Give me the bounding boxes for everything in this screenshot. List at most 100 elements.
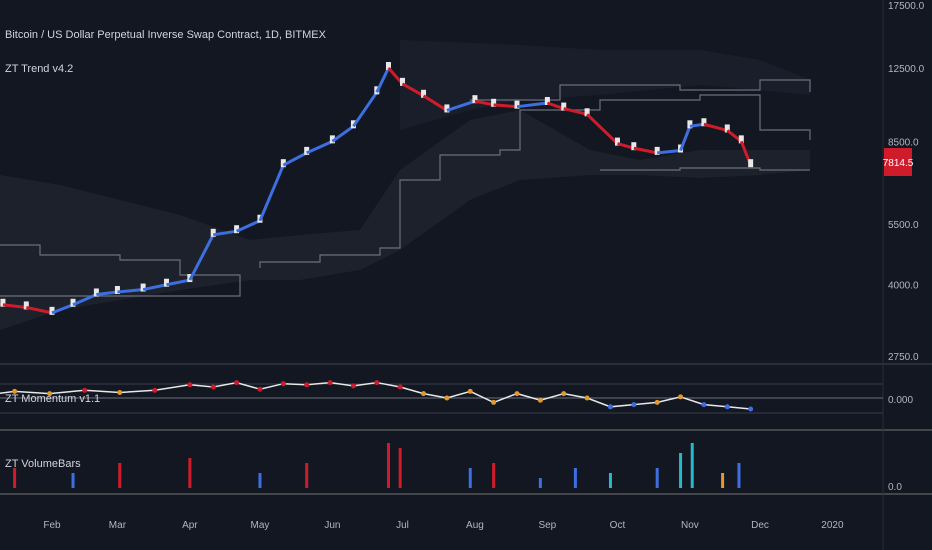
price-segment [474, 99, 494, 107]
volume-bar [188, 458, 192, 488]
price-point [514, 100, 520, 109]
volume-axis-tick: 0.0 [888, 482, 902, 493]
price-segment [657, 149, 681, 155]
price-axis-tick: 17500.0 [888, 1, 925, 12]
momentum-point [117, 390, 123, 395]
price-point [687, 120, 693, 129]
price-segment [142, 283, 167, 292]
price-segment [446, 99, 476, 112]
trend-indicator-label[interactable]: ZT Trend v4.2 [5, 63, 73, 75]
time-axis-tick: May [251, 520, 270, 531]
volume-bars [13, 443, 741, 488]
price-segment [282, 151, 308, 167]
volume-bar [608, 473, 612, 488]
chart-title[interactable]: Bitcoin / US Dollar Perpetual Inverse Sw… [5, 29, 327, 41]
price-point [234, 225, 240, 234]
price-segment [563, 107, 588, 116]
volume-indicator-label[interactable]: ZT VolumeBars [5, 458, 81, 470]
price-segment [633, 146, 658, 155]
price-point [163, 278, 169, 287]
time-axis-tick: Mar [109, 520, 127, 531]
momentum-point [607, 404, 613, 410]
price-point [631, 142, 637, 151]
price-point [399, 77, 405, 86]
momentum-point [47, 391, 53, 397]
volume-bar [13, 468, 17, 488]
price-segment [546, 101, 565, 110]
volume-bar [492, 463, 496, 488]
volume-bar [538, 478, 542, 488]
time-axis-tick: Nov [681, 520, 699, 531]
momentum-point [678, 394, 684, 400]
price-point [329, 135, 335, 144]
price-segment [586, 113, 619, 145]
price-segment [72, 293, 98, 307]
price-axis-tick: 2750.0 [888, 352, 919, 363]
price-point [654, 146, 660, 155]
last-price-label: 7814.5 [883, 158, 914, 169]
price-segment [235, 219, 261, 233]
time-axis-tick: Apr [182, 520, 198, 531]
momentum-point [280, 381, 286, 387]
momentum-point [631, 402, 637, 408]
time-axis-tick: Aug [466, 520, 484, 531]
time-axis[interactable]: Feb Mar Apr May Jun Jul Aug Sep Oct Nov Dec 2020 [43, 520, 844, 531]
price-axis-tick: 12500.0 [888, 64, 925, 75]
momentum-point [304, 382, 310, 388]
price-segment [422, 94, 448, 112]
volume-bar [655, 468, 659, 488]
price-segment [703, 122, 728, 132]
volume-bar [71, 473, 75, 488]
momentum-point [257, 386, 263, 392]
time-axis-tick: Jun [324, 520, 340, 531]
momentum-points [12, 380, 754, 412]
momentum-point [491, 399, 497, 405]
volume-bar [398, 448, 402, 488]
momentum-point [210, 384, 216, 390]
price-point [140, 283, 146, 292]
price-point [70, 298, 76, 307]
volume-bar [737, 463, 741, 488]
volume-bar [305, 463, 309, 488]
price-segment [166, 278, 191, 287]
momentum-point [152, 387, 158, 393]
time-axis-tick: Jul [396, 520, 409, 531]
price-points [0, 62, 754, 315]
price-point [701, 118, 707, 127]
momentum-point [701, 402, 707, 408]
volume-bar [573, 468, 577, 488]
price-segment [188, 234, 215, 281]
price-segment [51, 303, 74, 315]
price-axis-tick: 5500.0 [888, 220, 919, 231]
momentum-point [187, 382, 193, 388]
price-segment [2, 303, 27, 309]
time-axis-tick: Dec [751, 520, 769, 531]
price-point [561, 102, 567, 111]
momentum-point [397, 384, 403, 390]
price-point [421, 89, 427, 98]
momentum-point [654, 399, 660, 405]
momentum-point [234, 380, 240, 386]
momentum-point [561, 391, 567, 397]
momentum-axis-tick: 0.000 [888, 395, 913, 406]
momentum-point [421, 391, 427, 397]
momentum-point [584, 395, 590, 401]
momentum-point [467, 388, 473, 394]
price-segment [96, 290, 118, 296]
price-point [0, 298, 6, 307]
price-point [472, 95, 478, 104]
price-point [614, 137, 620, 146]
momentum-point [724, 404, 730, 410]
price-segment [401, 82, 425, 98]
momentum-point [12, 388, 18, 394]
price-point [49, 306, 55, 315]
price-point [748, 159, 754, 168]
time-axis-tick: Oct [610, 520, 626, 531]
momentum-indicator-label[interactable]: ZT Momentum v1.1 [5, 393, 100, 405]
price-segment [331, 125, 355, 143]
momentum-point [748, 406, 754, 412]
price-axis[interactable]: 17500.0 12500.0 8500.0 5500.0 4000.0 2750.0 [888, 1, 925, 363]
price-point [114, 286, 120, 295]
volume-bar [468, 468, 472, 488]
